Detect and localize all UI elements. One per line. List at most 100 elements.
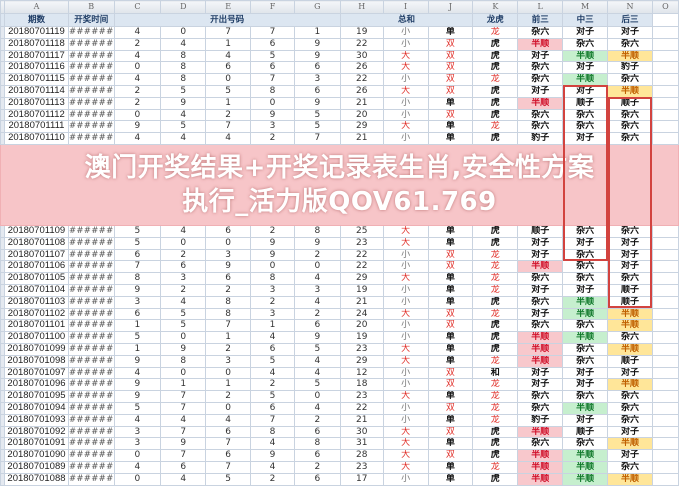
column-header-j[interactable]: J (427, 0, 474, 14)
cell-num5[interactable]: 2 (293, 413, 341, 427)
cell-odd-even[interactable]: 双 (427, 49, 474, 63)
header-numbers[interactable]: 开出号码 (113, 13, 341, 27)
cell-num3[interactable]: 7 (205, 319, 252, 333)
cell-num1[interactable]: 0 (113, 61, 162, 75)
cell-num2[interactable]: 4 (160, 413, 207, 427)
cell-front3[interactable]: 对子 (517, 248, 564, 262)
cell-num5[interactable]: 4 (293, 401, 341, 415)
cell-dragon-tiger[interactable]: 龙 (472, 401, 519, 415)
cell-mid3[interactable]: 顺子 (562, 96, 609, 110)
cell-num2[interactable]: 4 (160, 472, 207, 486)
cell-mid3[interactable]: 对子 (562, 26, 609, 39)
cell-num3[interactable]: 0 (205, 366, 252, 380)
cell-sum[interactable]: 20 (339, 319, 384, 333)
cell-back3[interactable]: 对子 (607, 260, 653, 274)
cell-draw-time[interactable]: ###### (67, 260, 115, 274)
cell-num1[interactable]: 4 (113, 413, 162, 427)
cell-num4[interactable]: 4 (250, 366, 295, 380)
cell-num1[interactable]: 5 (113, 331, 162, 344)
cell-num4[interactable]: 8 (250, 425, 295, 439)
cell-num3[interactable]: 0 (205, 73, 252, 86)
cell-back3[interactable]: 半顺 (607, 49, 653, 63)
cell-front3[interactable]: 对子 (517, 366, 564, 380)
cell-sum[interactable]: 22 (339, 401, 384, 415)
empty-cell[interactable] (651, 319, 679, 333)
cell-mid3[interactable]: 半顺 (562, 73, 609, 86)
cell-dragon-tiger[interactable]: 龙 (472, 120, 519, 134)
cell-period[interactable]: 20180701114 (3, 84, 69, 98)
cell-num1[interactable]: 5 (113, 236, 162, 250)
cell-dragon-tiger[interactable]: 虎 (472, 236, 519, 250)
empty-cell[interactable] (651, 295, 679, 309)
cell-draw-time[interactable]: ###### (67, 378, 115, 392)
cell-num5[interactable]: 3 (293, 73, 341, 86)
cell-mid3[interactable]: 对子 (562, 61, 609, 75)
cell-front3[interactable]: 半顺 (517, 449, 564, 462)
cell-num5[interactable]: 3 (293, 283, 341, 297)
cell-num4[interactable]: 2 (250, 295, 295, 309)
cell-num1[interactable]: 2 (113, 84, 162, 98)
cell-draw-time[interactable]: ###### (67, 425, 115, 439)
cell-front3[interactable]: 杂六 (517, 73, 564, 86)
cell-draw-time[interactable]: ###### (67, 390, 115, 403)
cell-num2[interactable]: 7 (160, 449, 207, 462)
cell-num4[interactable]: 6 (250, 401, 295, 415)
cell-odd-even[interactable]: 单 (427, 283, 474, 297)
cell-big-small[interactable]: 大 (382, 460, 429, 474)
cell-odd-even[interactable]: 单 (427, 413, 474, 427)
cell-odd-even[interactable]: 单 (427, 460, 474, 474)
cell-big-small[interactable]: 大 (382, 425, 429, 439)
cell-dragon-tiger[interactable]: 虎 (472, 61, 519, 75)
cell-back3[interactable]: 杂六 (607, 108, 653, 122)
cell-mid3[interactable]: 半顺 (562, 401, 609, 415)
cell-odd-even[interactable]: 双 (427, 425, 474, 439)
cell-num4[interactable]: 6 (250, 342, 295, 356)
cell-num2[interactable]: 7 (160, 425, 207, 439)
cell-period[interactable]: 20180701116 (3, 61, 69, 75)
cell-odd-even[interactable]: 单 (427, 26, 474, 39)
column-header-o[interactable]: O (651, 0, 679, 14)
cell-odd-even[interactable]: 单 (427, 236, 474, 250)
cell-num4[interactable]: 5 (250, 49, 295, 63)
cell-num4[interactable]: 2 (250, 378, 295, 392)
cell-mid3[interactable]: 半顺 (562, 449, 609, 462)
cell-num5[interactable]: 5 (293, 342, 341, 356)
empty-cell[interactable] (651, 272, 679, 285)
cell-dragon-tiger[interactable]: 虎 (472, 224, 519, 238)
cell-mid3[interactable]: 杂六 (562, 108, 609, 122)
cell-num4[interactable]: 0 (250, 96, 295, 110)
cell-mid3[interactable]: 对子 (562, 366, 609, 380)
cell-num3[interactable]: 7 (205, 460, 252, 474)
cell-num5[interactable]: 2 (293, 248, 341, 262)
cell-num2[interactable]: 4 (160, 37, 207, 51)
cell-draw-time[interactable]: ###### (67, 401, 115, 415)
cell-odd-even[interactable]: 单 (427, 272, 474, 285)
cell-draw-time[interactable]: ###### (67, 366, 115, 380)
cell-big-small[interactable]: 大 (382, 236, 429, 250)
cell-front3[interactable]: 杂六 (517, 272, 564, 285)
cell-sum[interactable]: 19 (339, 283, 384, 297)
cell-dragon-tiger[interactable]: 龙 (472, 390, 519, 403)
cell-back3[interactable]: 杂六 (607, 132, 653, 145)
cell-odd-even[interactable]: 双 (427, 260, 474, 274)
cell-num1[interactable]: 3 (113, 295, 162, 309)
empty-cell[interactable] (651, 61, 679, 75)
cell-num4[interactable]: 0 (250, 260, 295, 274)
cell-odd-even[interactable]: 双 (427, 319, 474, 333)
cell-odd-even[interactable]: 单 (427, 342, 474, 356)
column-header-m[interactable]: M (562, 0, 609, 14)
cell-odd-even[interactable]: 双 (427, 378, 474, 392)
cell-odd-even[interactable]: 双 (427, 248, 474, 262)
cell-dragon-tiger[interactable]: 虎 (472, 132, 519, 145)
cell-odd-even[interactable]: 双 (427, 73, 474, 86)
cell-odd-even[interactable]: 单 (427, 354, 474, 368)
cell-mid3[interactable]: 半顺 (562, 295, 609, 309)
cell-period[interactable]: 20180701105 (3, 272, 69, 285)
cell-period[interactable]: 20180701111 (3, 120, 69, 134)
cell-period[interactable]: 20180701098 (3, 354, 69, 368)
column-header-n[interactable]: N (607, 0, 653, 14)
cell-num3[interactable]: 0 (205, 236, 252, 250)
empty-cell[interactable] (651, 108, 679, 122)
cell-period[interactable]: 20180701094 (3, 401, 69, 415)
cell-num2[interactable]: 0 (160, 366, 207, 380)
